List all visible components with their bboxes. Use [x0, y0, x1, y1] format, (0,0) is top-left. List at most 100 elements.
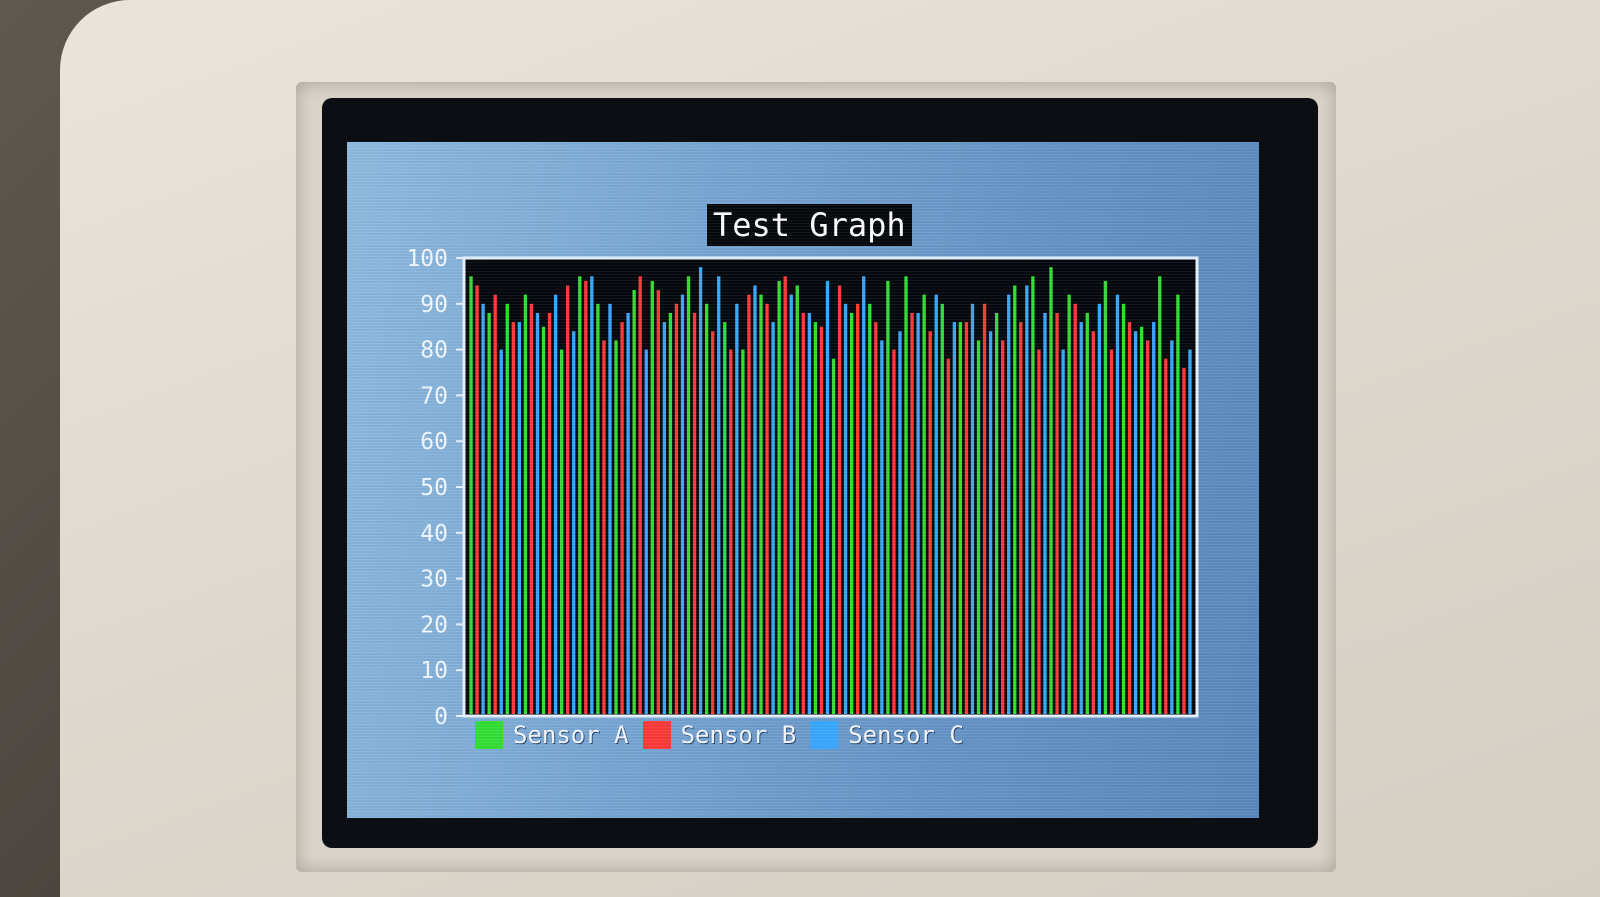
legend-label-sensor-c: Sensor C	[848, 721, 964, 749]
y-tick-label-70: 70	[420, 383, 448, 409]
y-tick-label-0: 0	[434, 704, 448, 730]
legend-swatch-sensor-c	[810, 721, 839, 749]
bar-sensor-b-16	[765, 303, 769, 714]
bar-sensor-a-33	[1067, 294, 1071, 714]
bar-sensor-c-36	[1133, 331, 1138, 714]
lcd-screen: Test Graph 0 10 20 30 40 50 60 70 80 90 100 Sensor…	[347, 142, 1259, 818]
bar-sensor-b-26	[946, 358, 950, 714]
bar-sensor-a-14	[723, 322, 727, 714]
bar-sensor-b-23	[892, 349, 896, 714]
bar-sensor-b-13	[711, 331, 715, 714]
y-tick-label-30: 30	[420, 567, 448, 593]
bar-sensor-a-23	[886, 280, 890, 714]
bar-sensor-c-12	[698, 267, 703, 714]
bar-sensor-a-38	[1158, 276, 1162, 714]
bar-sensor-c-26	[952, 322, 957, 714]
bar-sensor-b-18	[801, 312, 805, 714]
legend-swatch-sensor-b	[642, 721, 671, 749]
bar-sensor-a-2	[505, 303, 509, 714]
y-axis: 0 10 20 30 40 50 60 70 80 90 100	[406, 246, 464, 730]
bar-sensor-c-27	[970, 303, 975, 714]
bar-sensor-b-33	[1073, 303, 1077, 714]
bar-sensor-b-21	[856, 303, 860, 714]
bar-sensor-b-8	[620, 322, 624, 714]
bar-sensor-c-39	[1188, 349, 1192, 714]
bar-sensor-c-1	[499, 349, 503, 714]
bar-sensor-b-29	[1001, 340, 1005, 714]
bar-sensor-b-28	[982, 303, 987, 714]
bar-sensor-a-22	[868, 303, 872, 714]
bar-sensor-a-3	[523, 294, 528, 714]
bar-sensor-c-33	[1079, 322, 1083, 714]
bar-sensor-c-29	[1007, 294, 1011, 714]
bar-sensor-b-14	[729, 349, 733, 714]
bar-sensor-b-0	[475, 285, 479, 714]
y-tick-label-40: 40	[420, 521, 448, 547]
bar-sensor-a-25	[922, 294, 926, 714]
bar-chart: 0 10 20 30 40 50 60 70 80 90 100	[406, 246, 1199, 730]
y-tick-label-60: 60	[420, 429, 448, 455]
bar-sensor-a-16	[759, 294, 763, 714]
bar-sensor-c-9	[644, 349, 648, 714]
bar-sensor-a-4	[541, 326, 546, 714]
bar-sensor-c-35	[1115, 294, 1120, 714]
bar-sensor-b-19	[819, 326, 824, 714]
bar-sensor-a-32	[1049, 267, 1053, 714]
bar-sensor-c-10	[662, 322, 667, 714]
bar-sensor-b-31	[1037, 349, 1041, 714]
bar-sensor-c-38	[1170, 340, 1174, 714]
bar-sensor-b-11	[674, 303, 679, 714]
bar-sensor-b-20	[837, 285, 842, 714]
bar-sensor-a-18	[795, 285, 799, 714]
bar-sensor-b-34	[1091, 331, 1095, 714]
bar-sensor-a-39	[1176, 294, 1180, 714]
bar-sensor-c-13	[717, 276, 721, 714]
bar-sensor-b-35	[1109, 349, 1114, 714]
bar-sensor-b-10	[656, 290, 660, 714]
y-tick-label-50: 50	[420, 475, 448, 501]
bar-sensor-a-27	[958, 322, 963, 714]
bar-sensor-a-36	[1121, 303, 1126, 714]
bar-sensor-b-6	[584, 280, 588, 714]
bar-sensor-a-30	[1013, 285, 1017, 714]
bar-sensor-b-1	[493, 294, 497, 714]
bar-sensor-a-15	[741, 349, 745, 714]
bar-sensor-b-30	[1019, 322, 1023, 714]
bar-sensor-a-29	[994, 312, 999, 714]
bar-sensor-c-17	[789, 294, 793, 714]
bar-sensor-b-22	[874, 322, 878, 714]
bar-sensor-a-26	[940, 303, 944, 714]
y-tick-label-90: 90	[420, 292, 448, 318]
y-tick-label-10: 10	[420, 658, 448, 684]
bar-sensor-a-20	[831, 358, 836, 714]
bar-sensor-a-31	[1031, 276, 1035, 714]
bar-sensor-b-3	[529, 303, 534, 714]
bar-sensor-a-28	[976, 340, 981, 714]
bar-sensor-c-16	[771, 322, 775, 714]
bar-sensor-b-24	[910, 312, 914, 714]
bar-sensor-a-35	[1103, 280, 1108, 714]
bar-sensor-a-37	[1139, 326, 1144, 714]
bar-sensor-b-38	[1164, 358, 1168, 714]
bar-sensor-a-24	[904, 276, 908, 714]
y-tick-label-100: 100	[406, 246, 448, 272]
legend-swatch-sensor-a	[475, 721, 503, 749]
bar-sensor-b-12	[692, 312, 697, 714]
bar-sensor-a-9	[632, 290, 636, 714]
bar-sensor-b-7	[602, 340, 606, 714]
bar-sensor-c-6	[590, 276, 594, 714]
bar-sensor-b-39	[1182, 367, 1186, 714]
bar-sensor-c-30	[1025, 285, 1029, 714]
bar-sensor-b-9	[638, 276, 642, 714]
bar-sensor-c-5	[572, 331, 576, 714]
bar-sensor-c-32	[1061, 349, 1065, 714]
bar-sensor-c-18	[807, 312, 812, 714]
bar-sensor-b-37	[1146, 340, 1150, 714]
bar-sensor-c-14	[735, 303, 739, 714]
bar-sensor-c-20	[843, 303, 848, 714]
bar-sensor-c-25	[934, 294, 938, 714]
bar-sensor-c-23	[898, 331, 902, 714]
legend-label-sensor-a: Sensor A	[513, 721, 629, 749]
bar-sensor-a-11	[668, 312, 673, 714]
bar-sensor-a-7	[596, 303, 600, 714]
